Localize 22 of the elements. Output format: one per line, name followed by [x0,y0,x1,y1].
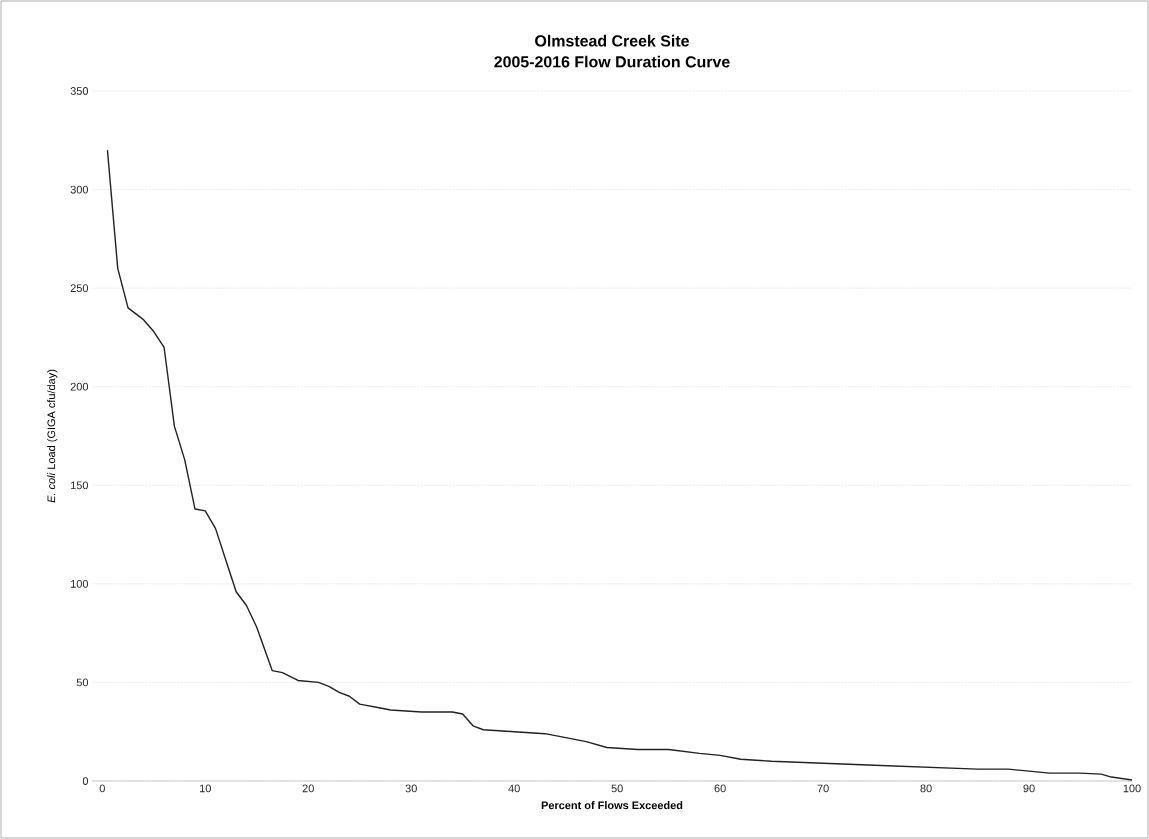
y-tick-label: 50 [76,678,89,687]
x-tick-label: 40 [508,784,520,793]
x-tick-label: 20 [302,784,314,793]
x-tick-label: 10 [200,784,211,793]
x-tick-label: 100 [1123,784,1141,793]
y-axis-title: E. coli Load (GIGA cfu/day) [47,369,58,503]
y-tick-label: 100 [71,579,89,588]
y-tick-label: 350 [70,87,89,95]
x-tick-label: 90 [1023,784,1035,793]
chart-title: Olmstead Creek Site 2005-2016 Flow Duration Curve [494,34,730,68]
y-tick-label: 150 [71,481,89,490]
x-tick-label: 60 [714,784,726,793]
x-axis-title: Percent of Flows Exceeded [541,801,683,810]
y-tick-label: 200 [70,382,89,391]
x-tick-label: 30 [405,784,417,793]
y-tick-label: 0 [82,777,89,785]
x-tick-label: 0 [99,784,105,793]
x-tick-label: 50 [611,784,623,793]
y-tick-label: 250 [70,284,89,293]
x-tick-label: 80 [920,784,932,793]
y-tick-label: 300 [70,185,89,194]
x-tick-label: 70 [817,784,829,793]
